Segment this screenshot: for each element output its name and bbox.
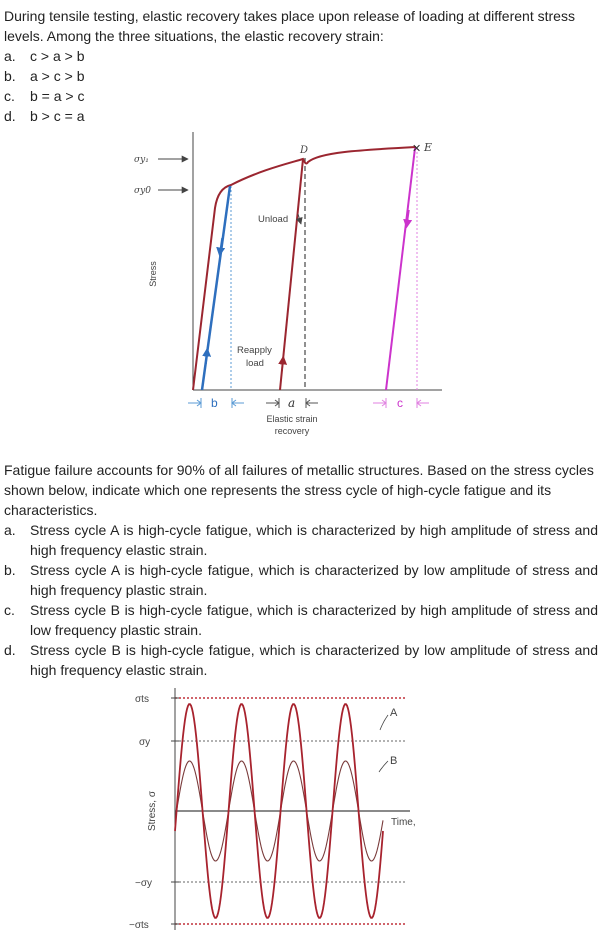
c-marker: [373, 398, 429, 408]
unload-arrow: [295, 213, 303, 225]
x-axis-label: Time, t: [391, 817, 415, 828]
point-d-label: D: [299, 145, 308, 156]
option-letter: c.: [4, 602, 15, 618]
option-letter: d.: [4, 108, 16, 124]
y-axis-label: Stress, σ: [147, 790, 158, 831]
a-label: a: [288, 396, 295, 410]
option-letter: c.: [4, 88, 15, 104]
reload-line: [279, 158, 304, 391]
curve-b-label: B: [390, 755, 397, 767]
option-b[interactable]: b. Stress cycle A is high-cycle fatigue, …: [4, 560, 598, 600]
option-a[interactable]: a. Stress cycle A is high-cycle fatigue, …: [4, 520, 598, 560]
stress-cycle-a-curve: [174, 703, 384, 919]
question-2: Fatigue failure accounts for 90% of all …: [4, 460, 598, 680]
recovery-label-2: recovery: [275, 426, 310, 436]
option-d[interactable]: d. b > c = a: [4, 106, 598, 126]
option-text: b > c = a: [30, 108, 85, 124]
option-text: Stress cycle B is high-cycle fatigue, wh…: [30, 602, 598, 638]
reapply-label-2: load: [246, 358, 264, 369]
option-text: Stress cycle B is high-cycle fatigue, wh…: [30, 642, 598, 678]
reload-arrow: [278, 355, 288, 372]
option-b[interactable]: b. a > c > b: [4, 66, 598, 86]
reapply-label-1: Reapply: [237, 345, 272, 356]
sigma-ts-label: σts: [135, 694, 149, 705]
sigma-y-label: σy: [139, 737, 150, 748]
question-2-stem: Fatigue failure accounts for 90% of all …: [4, 462, 594, 518]
option-letter: d.: [4, 642, 16, 658]
sigma-y0-label: σy0: [134, 186, 151, 196]
option-text: a > c > b: [30, 68, 85, 84]
option-text: b = a > c: [30, 88, 85, 104]
option-text: Stress cycle A is high-cycle fatigue, wh…: [30, 522, 598, 558]
option-c[interactable]: c. b = a > c: [4, 86, 598, 106]
curve-a-leader: [379, 714, 389, 731]
curve-b-leader: [378, 760, 389, 773]
y-axis-label: Stress: [148, 261, 158, 287]
unload-label: Unload: [258, 214, 288, 225]
point-e-label: E: [423, 141, 432, 154]
neg-sigma-ts-label: −σts: [129, 920, 149, 931]
b-marker: [188, 398, 244, 408]
recovery-label-1: Elastic strain: [266, 414, 317, 424]
a-marker: [266, 398, 318, 408]
option-letter: a.: [4, 522, 16, 538]
magenta-line: [385, 147, 416, 391]
neg-sigma-y-label: −σy: [135, 878, 152, 889]
magenta-arrow: [403, 209, 413, 229]
option-letter: b.: [4, 562, 16, 578]
blue-arrow-down: [216, 237, 226, 257]
option-c[interactable]: c. Stress cycle B is high-cycle fatigue, …: [4, 600, 598, 640]
option-letter: b.: [4, 68, 16, 84]
option-text: c > a > b: [30, 48, 85, 64]
stress-cycle-figure: σts σy −σy −σts Stress, σ Time, t A B: [129, 688, 415, 931]
b-label: b: [211, 396, 218, 410]
tick-marks: [171, 697, 179, 925]
option-letter: a.: [4, 48, 16, 64]
option-d[interactable]: d. Stress cycle B is high-cycle fatigue, …: [4, 640, 598, 680]
sigma-y1-label: σy₁: [134, 155, 149, 165]
option-a[interactable]: a. c > a > b: [4, 46, 598, 66]
option-text: Stress cycle A is high-cycle fatigue, wh…: [30, 562, 598, 598]
stress-strain-figure: σy₁ σy0 D ✕ E Unload Reapply load Stress…: [134, 132, 442, 436]
question-1: During tensile testing, elastic recovery…: [4, 6, 598, 126]
blue-arrow-up: [202, 347, 212, 365]
curve-a-label: A: [390, 707, 398, 719]
question-1-options: a. c > a > b b. a > c > b c. b = a > c d. b …: [4, 46, 598, 126]
point-e-marker: ✕: [412, 143, 421, 155]
c-label: c: [397, 396, 403, 410]
question-1-stem: During tensile testing, elastic recovery…: [4, 8, 575, 44]
question-2-options: a. Stress cycle A is high-cycle fatigue, …: [4, 520, 598, 680]
